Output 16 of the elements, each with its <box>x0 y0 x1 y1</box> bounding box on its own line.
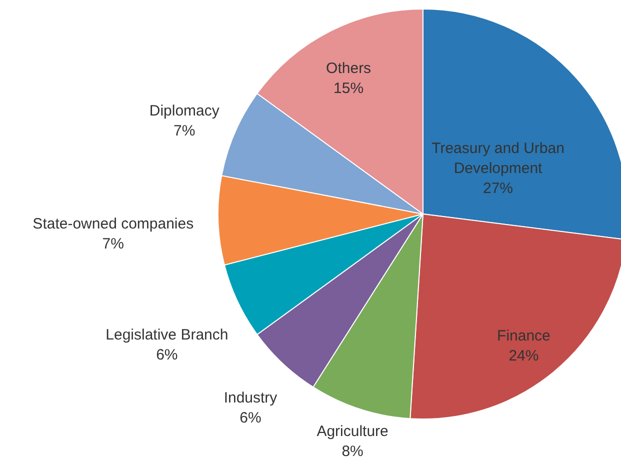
data-label: 7% <box>102 236 124 253</box>
data-label: 8% <box>342 442 364 460</box>
slice-label: Industry <box>224 390 278 407</box>
data-label: 15% <box>334 80 364 97</box>
slice-label: Treasury and Urban Development <box>432 140 564 177</box>
slice-label: Others <box>326 60 372 77</box>
slice-label: State-owned companies <box>32 216 194 233</box>
data-label: 24% <box>508 348 539 365</box>
data-label: 7% <box>174 122 196 140</box>
slice-label: Finance <box>497 328 550 345</box>
slice-label: Agriculture <box>316 422 388 440</box>
data-label: 27% <box>482 180 514 197</box>
slice-label: Diplomacy <box>149 102 220 120</box>
slice-label: Legislative Branch <box>106 326 228 344</box>
data-label: 6% <box>156 346 178 364</box>
data-label: 6% <box>240 410 262 427</box>
